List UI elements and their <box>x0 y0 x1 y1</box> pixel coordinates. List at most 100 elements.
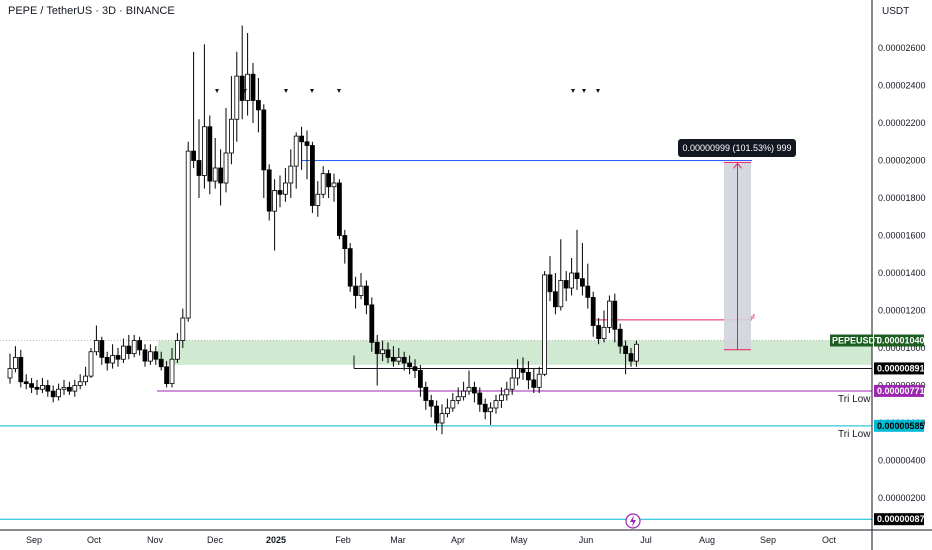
candle-body <box>401 356 407 364</box>
candle-body <box>18 356 24 383</box>
candle-body <box>390 356 396 362</box>
candle-body <box>50 390 56 398</box>
candle-body <box>585 285 591 298</box>
candle-body <box>439 413 445 424</box>
candle-body <box>56 388 61 398</box>
y-tick-label: 0.00002000 <box>878 156 926 166</box>
candle-body <box>628 353 634 362</box>
candle-body <box>380 349 386 355</box>
y-tick-label: 0.00001800 <box>878 193 926 203</box>
pivot-high-marker <box>596 89 600 93</box>
pivot-high-marker <box>571 89 575 93</box>
x-tick-label: Mar <box>390 535 406 545</box>
pivot-high-marker <box>582 89 586 93</box>
key-level-tag <box>874 362 924 375</box>
candle-body <box>520 368 526 373</box>
candle-body <box>590 296 596 326</box>
candle-body <box>315 193 321 206</box>
x-tick-label: Aug <box>699 535 715 545</box>
current-price-tag-text: 0.00001040 <box>877 336 925 346</box>
candle-body <box>153 351 159 360</box>
candle-body <box>547 274 553 293</box>
candle-body <box>228 118 234 154</box>
candle-body <box>207 126 213 182</box>
candle-body <box>288 165 294 184</box>
y-tick-label: 0.00000400 <box>878 456 926 466</box>
candle-body <box>369 304 375 343</box>
x-tick-label: Sep <box>760 535 776 545</box>
candle-body <box>596 325 601 340</box>
candle-body <box>455 396 461 401</box>
candle-body <box>191 150 197 161</box>
pivot-high-marker <box>310 89 314 93</box>
x-tick-label: Feb <box>335 535 351 545</box>
candle-body <box>385 349 391 358</box>
pivot-high-marker <box>243 89 247 93</box>
current-price-tag <box>874 334 924 347</box>
candle-body <box>185 150 191 319</box>
candle-body <box>180 317 186 341</box>
candle-body <box>461 390 467 398</box>
candle-body <box>423 386 429 401</box>
candle-body <box>99 340 105 358</box>
candle-body <box>347 248 353 287</box>
candle-body <box>234 75 240 120</box>
tri-low-tag-2-text: 0.00000585 <box>877 421 925 431</box>
candle-body <box>7 368 13 379</box>
target-marker-label: M <box>749 314 755 321</box>
candle-body <box>623 345 628 355</box>
overlay-layer: M 0.00000999 (101.53%) 999 Tri Low Tri Low <box>215 89 871 529</box>
candle-body <box>466 386 472 392</box>
candle-body <box>201 126 207 176</box>
tri-low-label-2: Tri Low <box>838 429 871 440</box>
key-level-tag-text: 0.00000891 <box>877 363 925 373</box>
candle-body <box>482 403 488 413</box>
tri-low-tag-2 <box>874 419 924 432</box>
zones-layer <box>158 340 872 365</box>
lightning-icon-glyph <box>630 515 636 527</box>
candle-body <box>61 386 67 390</box>
candle-body <box>536 373 542 388</box>
candle-body <box>272 190 278 212</box>
pivot-high-marker <box>337 89 341 93</box>
x-tick-label: Apr <box>451 535 465 545</box>
candle-body <box>412 366 418 371</box>
candle-body <box>634 343 639 362</box>
candle-body <box>94 340 99 353</box>
symbol-tag-text: PEPEUSDT <box>832 336 881 346</box>
candle-body <box>569 272 574 289</box>
candle-body <box>126 345 132 355</box>
candle-body <box>358 285 364 296</box>
price-axis-unit[interactable]: USDT <box>882 6 910 17</box>
chart-title: PEPE / TetherUS · 3D · BINANCE <box>8 5 175 17</box>
candle-body <box>531 379 537 388</box>
candle-body <box>493 400 499 409</box>
candle-body <box>164 366 170 385</box>
candle-body <box>104 356 110 364</box>
candle-body <box>12 356 18 370</box>
candle-body <box>607 300 612 328</box>
candle-body <box>450 400 456 409</box>
measure-label-box <box>678 139 796 157</box>
candle-body <box>509 377 515 390</box>
candle-body <box>174 340 180 360</box>
candle-body <box>612 300 618 330</box>
candle-body <box>293 135 299 167</box>
candle-body <box>417 370 423 388</box>
candle-body <box>299 135 305 143</box>
candle-body <box>29 383 35 388</box>
y-tick-label: 0.00001400 <box>878 268 926 278</box>
candle-body <box>45 385 51 392</box>
candle-body <box>320 173 326 195</box>
candle-body <box>563 280 569 289</box>
candle-body <box>331 182 337 188</box>
candle-body <box>471 386 477 394</box>
candle-body <box>336 182 342 236</box>
y-tick-label: 0.00000200 <box>878 493 926 503</box>
y-tick-label: 0.00002200 <box>878 118 926 128</box>
x-tick-label: May <box>510 535 528 545</box>
symbol-tag <box>830 334 873 347</box>
candle-body <box>142 349 148 362</box>
